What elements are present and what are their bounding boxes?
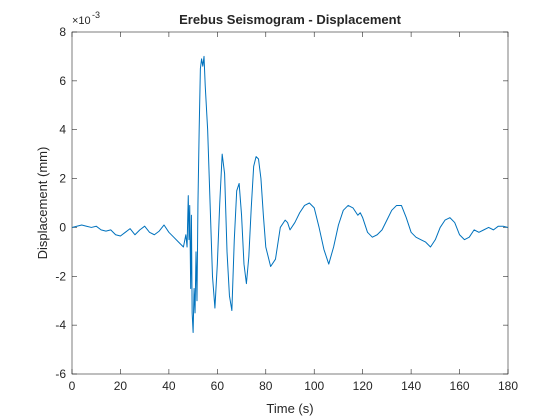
x-axis-label: Time (s) — [266, 401, 313, 416]
y-multiplier: ×10 — [72, 15, 91, 27]
x-tick-label: 140 — [401, 379, 421, 393]
x-tick-label: 40 — [162, 379, 176, 393]
y-tick-label: -6 — [55, 367, 66, 381]
y-tick-label: -2 — [55, 269, 66, 283]
y-axis-label: Displacement (mm) — [35, 147, 50, 260]
y-tick-label: 8 — [59, 25, 66, 39]
x-tick-label: 60 — [211, 379, 225, 393]
x-tick-label: 100 — [304, 379, 324, 393]
y-tick-label: 2 — [59, 172, 66, 186]
x-tick-label: 80 — [259, 379, 273, 393]
x-tick-label: 180 — [498, 379, 518, 393]
y-tick-label: -4 — [55, 318, 66, 332]
x-tick-label: 0 — [69, 379, 76, 393]
x-tick-label: 160 — [450, 379, 470, 393]
y-tick-label: 0 — [59, 220, 66, 234]
x-tick-label: 120 — [353, 379, 373, 393]
chart-title: Erebus Seismogram - Displacement — [179, 12, 401, 27]
y-tick-label: 4 — [59, 123, 66, 137]
y-tick-label: 6 — [59, 74, 66, 88]
plot-area — [71, 31, 509, 375]
y-exponent: -3 — [92, 10, 100, 20]
x-tick-label: 20 — [114, 379, 128, 393]
series-line — [71, 55, 509, 333]
